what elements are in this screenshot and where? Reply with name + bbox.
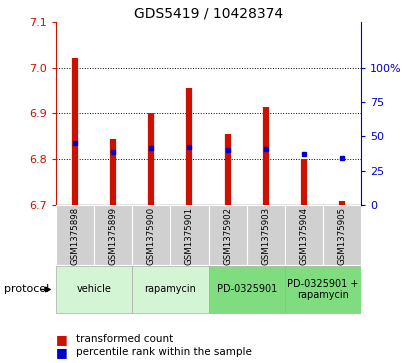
Text: PD-0325901: PD-0325901 bbox=[217, 285, 277, 294]
Bar bbox=[285, 205, 323, 265]
Text: rapamycin: rapamycin bbox=[144, 285, 196, 294]
Bar bbox=[94, 205, 132, 265]
Text: PD-0325901 +
rapamycin: PD-0325901 + rapamycin bbox=[287, 279, 359, 300]
Text: ■: ■ bbox=[56, 333, 68, 346]
Bar bbox=[209, 266, 285, 313]
Bar bbox=[323, 205, 361, 265]
Text: GSM1375903: GSM1375903 bbox=[261, 207, 270, 265]
Bar bbox=[56, 266, 132, 313]
Bar bbox=[132, 205, 171, 265]
Text: GSM1375898: GSM1375898 bbox=[71, 207, 80, 265]
Bar bbox=[56, 205, 94, 265]
Bar bbox=[285, 266, 361, 313]
Text: GSM1375899: GSM1375899 bbox=[109, 207, 118, 265]
Text: percentile rank within the sample: percentile rank within the sample bbox=[76, 347, 252, 357]
Text: GSM1375900: GSM1375900 bbox=[147, 207, 156, 265]
Bar bbox=[132, 266, 209, 313]
Bar bbox=[171, 205, 209, 265]
Text: vehicle: vehicle bbox=[77, 285, 112, 294]
Text: GSM1375902: GSM1375902 bbox=[223, 207, 232, 265]
Text: GSM1375904: GSM1375904 bbox=[299, 207, 308, 265]
Text: transformed count: transformed count bbox=[76, 334, 173, 344]
Text: ■: ■ bbox=[56, 346, 68, 359]
Bar bbox=[247, 205, 285, 265]
Text: GSM1375901: GSM1375901 bbox=[185, 207, 194, 265]
Bar bbox=[209, 205, 247, 265]
Title: GDS5419 / 10428374: GDS5419 / 10428374 bbox=[134, 7, 283, 21]
Text: protocol: protocol bbox=[4, 285, 49, 294]
Text: GSM1375905: GSM1375905 bbox=[337, 207, 347, 265]
